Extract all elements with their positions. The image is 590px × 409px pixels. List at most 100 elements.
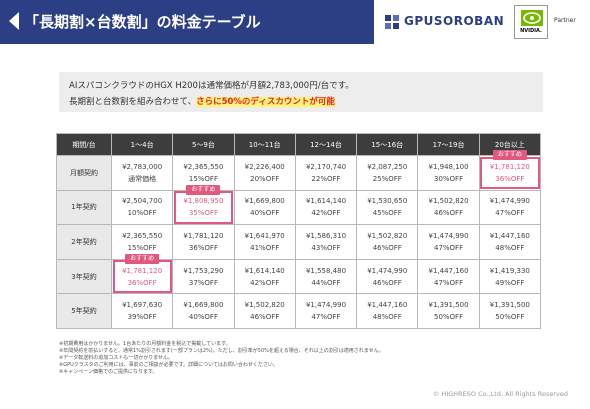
column-header: 12～14台: [294, 133, 358, 156]
discount-value: 36%OFF: [127, 278, 157, 287]
discount-value: 47%OFF: [433, 278, 464, 287]
price-value: ¥1,781,120: [183, 231, 224, 240]
discount-value: 39%OFF: [127, 313, 157, 322]
intro-box: AIスパコンクラウドのHGX H200は通常価格が月額2,783,000円/台で…: [59, 72, 543, 112]
price-value: ¥1,669,800: [183, 301, 224, 310]
intro-line-1: AIスパコンクラウドのHGX H200は通常価格が月額2,783,000円/台で…: [69, 81, 354, 91]
intro-line-2-prefix: 長期割と台数割を組み合わせて、: [69, 97, 197, 107]
discount-value: 通常価格: [128, 174, 157, 183]
price-value: ¥1,558,480: [305, 266, 347, 275]
price-cell: ¥2,170,740 22%OFF: [294, 155, 358, 191]
discount-value: 37%OFF: [188, 278, 218, 287]
discount-value: 30%OFF: [433, 174, 464, 183]
price-value: ¥1,781,120: [122, 266, 163, 275]
copyright: © HIGHRESO Co.,Ltd. All Rights Reserved: [432, 390, 568, 398]
price-cell: ¥1,474,990 47%OFF: [294, 293, 358, 329]
row-label: 3年契約: [56, 258, 112, 295]
discount-value: 48%OFF: [495, 243, 525, 252]
table-row: 2年契約 ¥2,365,550 15%OFF ¥1,781,120 36%OFF ¥1,6…: [56, 224, 542, 260]
row-label: 1年契約: [56, 189, 112, 226]
price-cell: ¥1,502,820 46%OFF: [417, 189, 480, 226]
price-cell: ¥1,447,160 48%OFF: [356, 293, 419, 329]
discount-value: 49%OFF: [495, 278, 525, 287]
price-value: ¥1,669,800: [244, 197, 285, 206]
price-value: ¥2,365,550: [183, 162, 224, 171]
price-value: ¥1,474,990: [489, 197, 530, 206]
column-header: 5～9台: [172, 133, 235, 156]
discount-value: 22%OFF: [311, 174, 341, 183]
footnote: ※キャンペーン価格でのご提供になります。: [59, 369, 158, 375]
footnote: ※GPUクラスタのご利用には、事前のご相談が必要です。詳細についてはお問い合わせ…: [59, 362, 278, 368]
intro-highlight: さらに50%のディスカウントが可能: [196, 97, 335, 107]
nvidia-eye-icon: [521, 10, 543, 26]
price-value: ¥1,474,990: [305, 301, 347, 310]
gpusoroban-logo-icon: [385, 15, 399, 29]
discount-value: 46%OFF: [372, 243, 402, 252]
nvidia-wordmark: NVIDIA.: [520, 28, 542, 34]
price-value: ¥1,948,100: [428, 162, 469, 171]
recommend-badge: おすすめ: [186, 184, 221, 195]
discount-value: 50%OFF: [495, 313, 525, 322]
price-value: ¥1,391,500: [428, 301, 469, 310]
discount-value: 25%OFF: [372, 174, 402, 183]
price-value: ¥1,586,310: [305, 231, 347, 240]
discount-value: 46%OFF: [433, 209, 464, 218]
price-value: ¥1,808,950: [183, 197, 224, 206]
discount-value: 42%OFF: [250, 278, 280, 287]
intro-line-2: 長期割と台数割を組み合わせて、さらに50%のディスカウントが可能: [69, 95, 335, 107]
price-cell: ¥1,502,820 46%OFF: [233, 293, 296, 329]
price-value: ¥1,447,160: [489, 231, 530, 240]
recommended-price-cell: おすすめ ¥1,781,120 36%OFF: [478, 150, 542, 191]
recommend-badge: おすすめ: [125, 253, 160, 264]
price-value: ¥1,474,990: [428, 231, 469, 240]
logo-area: GPUSOROBAN NVIDIA. Partner: [374, 0, 590, 44]
discount-value: 47%OFF: [433, 243, 464, 252]
footnote: ※年間契約を前払いすると、通常1%割引されます(一部プランは2%)。ただし、割引…: [59, 348, 384, 354]
price-value: ¥1,697,630: [122, 301, 163, 310]
price-cell: ¥1,614,140 42%OFF: [294, 189, 358, 226]
discount-value: 43%OFF: [311, 243, 341, 252]
discount-value: 15%OFF: [127, 243, 157, 252]
price-value: ¥1,419,330: [489, 266, 530, 275]
row-label: 5年契約: [56, 293, 112, 329]
price-value: ¥1,614,140: [244, 266, 285, 275]
price-cell: ¥1,586,310 43%OFF: [294, 224, 358, 260]
price-cell: ¥1,753,290 37%OFF: [172, 258, 235, 295]
price-cell: ¥1,474,990 46%OFF: [356, 258, 419, 295]
chevron-left-icon: [9, 12, 19, 30]
price-cell: ¥1,391,500 50%OFF: [417, 293, 480, 329]
price-value: ¥2,783,000: [122, 162, 163, 171]
price-cell: ¥1,474,990 47%OFF: [478, 189, 542, 226]
table-header-row: 期間/台 1～4台 5～9台 10～11台 12～14台 15～16台 17～1…: [56, 133, 542, 156]
column-header: 17～19台: [417, 133, 480, 156]
footnotes: ※初期費用はかかりません。1台あたりの月額料金を税込で掲載しています。 ※年間契…: [59, 341, 384, 376]
price-value: ¥1,530,650: [367, 197, 408, 206]
price-cell: ¥1,669,800 40%OFF: [172, 293, 235, 329]
discount-value: 48%OFF: [372, 313, 402, 322]
discount-value: 47%OFF: [495, 209, 525, 218]
price-cell: ¥2,365,550 15%OFF: [110, 224, 174, 260]
price-value: ¥1,614,140: [305, 197, 347, 206]
discount-value: 41%OFF: [250, 243, 280, 252]
price-cell: ¥1,447,160 47%OFF: [417, 258, 480, 295]
price-cell: ¥1,948,100 30%OFF: [417, 155, 480, 191]
price-cell: ¥1,669,800 40%OFF: [233, 189, 296, 226]
discount-value: 40%OFF: [188, 313, 218, 322]
discount-value: 35%OFF: [188, 209, 218, 218]
recommended-price-cell: おすすめ ¥1,781,120 36%OFF: [110, 253, 174, 295]
discount-value: 42%OFF: [311, 209, 341, 218]
discount-value: 36%OFF: [495, 174, 525, 183]
partner-label: Partner: [554, 17, 576, 24]
price-cell: ¥1,419,330 49%OFF: [478, 258, 542, 295]
price-value: ¥1,641,970: [244, 231, 285, 240]
price-cell: ¥2,087,250 25%OFF: [356, 155, 419, 191]
page-title: 「長期割×台数割」の料金テーブル: [24, 13, 261, 31]
price-cell: ¥1,391,500 50%OFF: [478, 293, 542, 329]
price-value: ¥2,504,700: [122, 197, 163, 206]
price-cell: ¥1,474,990 47%OFF: [417, 224, 480, 260]
pricing-table: 期間/台 1～4台 5～9台 10～11台 12～14台 15～16台 17～1…: [56, 133, 542, 329]
price-cell: ¥2,504,700 10%OFF: [110, 189, 174, 226]
corner-header: 期間/台: [56, 133, 112, 156]
price-cell: ¥1,614,140 42%OFF: [233, 258, 296, 295]
price-value: ¥1,502,820: [428, 197, 469, 206]
